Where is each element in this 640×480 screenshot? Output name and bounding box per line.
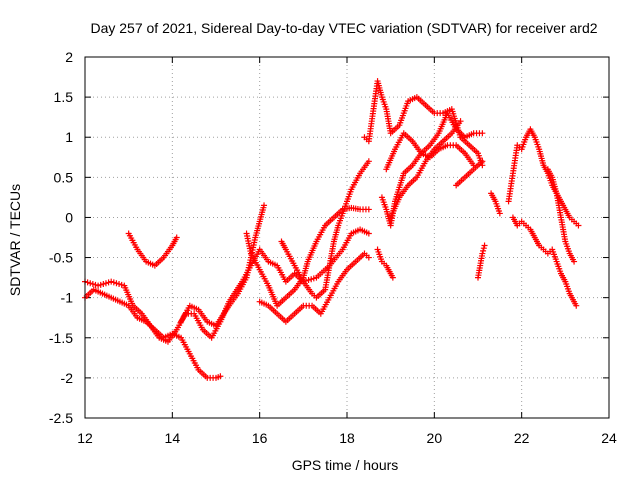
series-track-14 [475,242,488,281]
data-point [571,258,578,265]
y-tick-label: 1.5 [54,89,74,105]
x-tick-label: 16 [252,430,268,446]
series-track-11 [387,118,464,221]
series-track-12 [453,158,486,189]
data-point [102,280,109,287]
series-track-2 [125,230,180,269]
data-point [575,222,582,229]
plot-frame [84,56,610,419]
data-point [481,242,488,249]
y-tick-label: -2.5 [49,410,73,426]
data-point [479,250,486,257]
series-track-3 [82,286,224,381]
data-point [457,118,464,125]
series-track-6 [256,250,372,325]
series-track-10 [383,130,477,173]
x-tick-label: 22 [514,430,530,446]
data-point [480,247,487,254]
series-track-13 [374,246,396,281]
x-tick-label: 24 [601,430,617,446]
data-point [365,254,372,261]
data-point [389,274,396,281]
data-point [308,276,315,283]
series-track-17 [509,214,580,309]
data-point [116,281,123,288]
data-point [84,279,91,286]
data-point [261,202,268,209]
series-track-5 [243,204,372,309]
series-track-7 [278,158,372,301]
data-point [97,281,104,288]
data-point [89,281,96,288]
x-tick-label: 18 [339,430,355,446]
y-tick-label: -1.5 [49,330,73,346]
data-point [365,230,372,237]
data-point [310,275,317,282]
data-point [92,281,99,288]
data-point [217,373,224,380]
chart-title: Day 257 of 2021, Sidereal Day-to-day VTE… [90,20,597,36]
y-tick-label: -0.5 [49,250,73,266]
x-tick-label: 12 [77,430,93,446]
data-point [110,279,117,286]
series-track-16 [505,126,582,229]
y-tick-label: 2 [65,49,73,65]
data-point [100,281,107,288]
data-point [173,234,180,241]
y-tick-label: 1 [65,129,73,145]
series-track-1 [82,226,372,345]
y-tick-label: 0.5 [54,169,74,185]
data-point [365,206,372,213]
data-point [113,280,120,287]
series-track-9 [378,110,486,229]
data-point [105,279,112,286]
y-tick-label: -1 [61,290,74,306]
x-tick-label: 20 [427,430,443,446]
data-point [108,278,115,285]
data-point [496,210,503,217]
grid-lines [85,57,609,418]
data-point [365,158,372,165]
y-axis-label: SDTVAR / TECUs [7,184,23,296]
x-axis-label: GPS time / hours [292,457,399,473]
data-point [305,277,312,284]
data-points [82,78,582,381]
data-point [479,158,486,165]
data-point [480,245,487,252]
series-track-18 [544,166,578,265]
data-point [95,282,102,289]
y-tick-label: 0 [65,209,73,225]
y-tick-label: -2 [61,370,74,386]
data-point [479,130,486,137]
series-track-15 [488,190,503,217]
data-point [87,280,94,287]
axis-ticks: 12 14 16 18 20 22 24 -2.5 -2 -1.5 -1 -0.5 0 0.5 1 1.5 2 [49,49,617,446]
data-point [118,281,125,288]
x-tick-label: 14 [165,430,181,446]
data-point [573,302,580,309]
